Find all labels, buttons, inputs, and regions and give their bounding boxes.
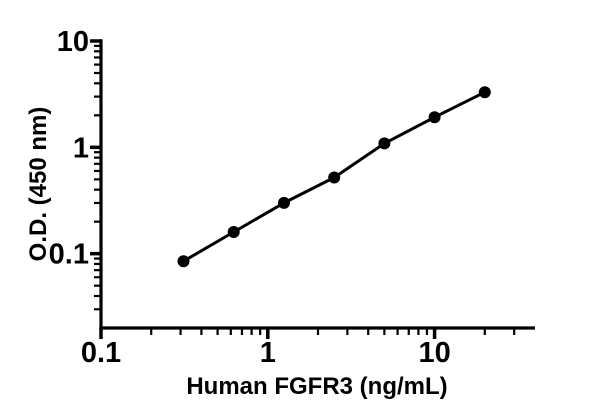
data-point: [428, 111, 441, 124]
data-point: [478, 86, 491, 99]
x-tick-label: 1: [260, 337, 276, 369]
data-point: [328, 171, 341, 184]
y-axis-title: O.D. (450 nm): [25, 107, 52, 262]
x-tick-label: 10: [418, 337, 450, 369]
data-point: [378, 137, 391, 150]
data-point: [177, 255, 190, 268]
y-tick-label: 0.1: [49, 239, 89, 271]
data-point: [227, 226, 240, 238]
y-tick-label: 1: [73, 132, 89, 164]
axis-lines-layer: [99, 39, 535, 330]
tick-labels-layer: 0.1 1 10 0.1 1 10: [49, 26, 451, 369]
data-point: [278, 196, 290, 209]
y-tick-label: 10: [57, 26, 89, 58]
data-series-layer: [177, 86, 491, 268]
x-tick-label: 0.1: [81, 337, 121, 369]
axis-ticks-layer: [90, 39, 516, 339]
x-axis-title: Human FGFR3 (ng/mL): [186, 373, 447, 400]
